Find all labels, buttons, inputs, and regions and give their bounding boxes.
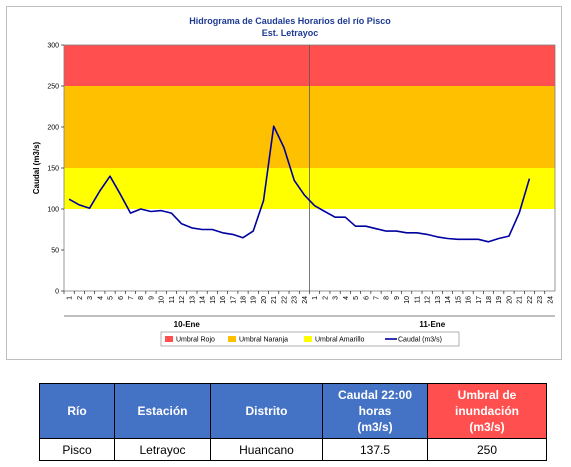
x-tick-label: 20	[506, 296, 513, 304]
x-tick-label: 23	[292, 296, 299, 304]
x-tick-label: 16	[220, 296, 227, 304]
header-distrito: Distrito	[210, 383, 323, 439]
y-tick-label: 200	[47, 125, 59, 132]
x-tick-label: 1	[67, 296, 74, 300]
x-tick-label: 17	[230, 296, 237, 304]
x-tick-label: 5	[353, 296, 360, 300]
x-tick-label: 22	[281, 296, 288, 304]
x-tick-label: 10	[159, 296, 166, 304]
legend-swatch	[228, 336, 236, 342]
cell-estacion: Letrayoc	[114, 438, 211, 461]
cell-umbral: 250	[427, 438, 547, 461]
legend-swatch	[165, 336, 173, 342]
x-tick-label: 3	[333, 296, 340, 300]
x-tick-label: 15	[210, 296, 217, 304]
y-tick-label: 0	[55, 289, 59, 296]
y-tick-label: 300	[47, 43, 59, 50]
x-tick-label: 11	[169, 296, 176, 303]
chart-container: Hidrograma de Caudales Horarios del río …	[6, 6, 562, 360]
x-tick-label: 8	[138, 296, 145, 300]
x-tick-label: 18	[486, 296, 493, 304]
x-tick-label: 21	[271, 296, 278, 304]
cell-rio: Pisco	[39, 438, 115, 461]
x-tick-label: 1	[312, 296, 319, 300]
x-tick-label: 9	[148, 296, 155, 300]
chart-subtitle: Est. Letrayoc	[262, 28, 319, 38]
y-tick-label: 50	[51, 248, 59, 255]
x-tick-label: 10	[404, 296, 411, 304]
x-tick-label: 11	[414, 296, 421, 303]
x-tick-label: 19	[496, 296, 503, 304]
table-header-row: Río Estación Distrito Caudal 22:00 horas(…	[39, 383, 547, 439]
x-tick-label: 14	[200, 296, 207, 304]
x-tick-label: 17	[476, 296, 483, 304]
legend-swatch	[304, 336, 312, 342]
y-tick-label: 100	[47, 207, 59, 214]
x-tick-label: 4	[97, 296, 104, 300]
x-group-label: 11-Ene	[419, 320, 445, 329]
x-tick-label: 7	[128, 296, 135, 300]
x-tick-label: 15	[455, 296, 462, 304]
x-tick-label: 9	[394, 296, 401, 300]
x-tick-label: 2	[322, 296, 329, 300]
legend-label: Caudal (m3/s)	[398, 337, 442, 344]
x-tick-label: 12	[425, 296, 432, 304]
x-tick-label: 8	[384, 296, 391, 300]
legend-label: Umbral Rojo	[176, 337, 215, 344]
table-row: Pisco Letrayoc Huancano 137.5 250	[39, 438, 547, 461]
x-tick-label: 6	[118, 296, 125, 300]
header-umbral: Umbral de inundación (m3/s)	[427, 383, 547, 439]
hydrograph-chart: Hidrograma de Caudales Horarios del río …	[32, 16, 556, 347]
x-tick-label: 5	[108, 296, 115, 300]
x-tick-label: 22	[527, 296, 534, 304]
y-tick-label: 250	[47, 84, 59, 91]
x-tick-label: 4	[343, 296, 350, 300]
x-tick-label: 13	[189, 296, 196, 304]
flow-table: Río Estación Distrito Caudal 22:00 horas(…	[39, 383, 547, 461]
y-axis-title: Caudal (m3/s)	[32, 141, 41, 194]
header-caudal: Caudal 22:00 horas (m3/s)	[322, 383, 428, 439]
x-tick-label: 19	[251, 296, 258, 304]
legend-label: Umbral Naranja	[239, 337, 288, 344]
x-tick-label: 2	[77, 296, 84, 300]
x-tick-label: 24	[547, 296, 554, 304]
x-tick-label: 13	[435, 296, 442, 304]
series-line	[68, 125, 531, 243]
x-tick-label: 23	[537, 296, 544, 304]
chart-title: Hidrograma de Caudales Horarios del río …	[189, 16, 391, 26]
header-rio: Río	[39, 383, 115, 439]
y-tick-label: 150	[47, 166, 59, 173]
x-tick-label: 24	[302, 296, 309, 304]
cell-distrito: Huancano	[210, 438, 323, 461]
x-tick-label: 14	[445, 296, 452, 304]
x-tick-label: 20	[261, 296, 268, 304]
header-estacion: Estación	[114, 383, 211, 439]
x-tick-label: 16	[466, 296, 473, 304]
x-group-label: 10-Ene	[174, 320, 201, 329]
x-tick-label: 18	[241, 296, 248, 304]
x-tick-label: 3	[87, 296, 94, 300]
x-tick-label: 6	[363, 296, 370, 300]
x-tick-label: 21	[517, 296, 524, 304]
x-tick-label: 7	[373, 296, 380, 300]
cell-caudal: 137.5	[322, 438, 428, 461]
legend-label: Umbral Amarillo	[315, 337, 365, 344]
x-tick-label: 12	[179, 296, 186, 304]
